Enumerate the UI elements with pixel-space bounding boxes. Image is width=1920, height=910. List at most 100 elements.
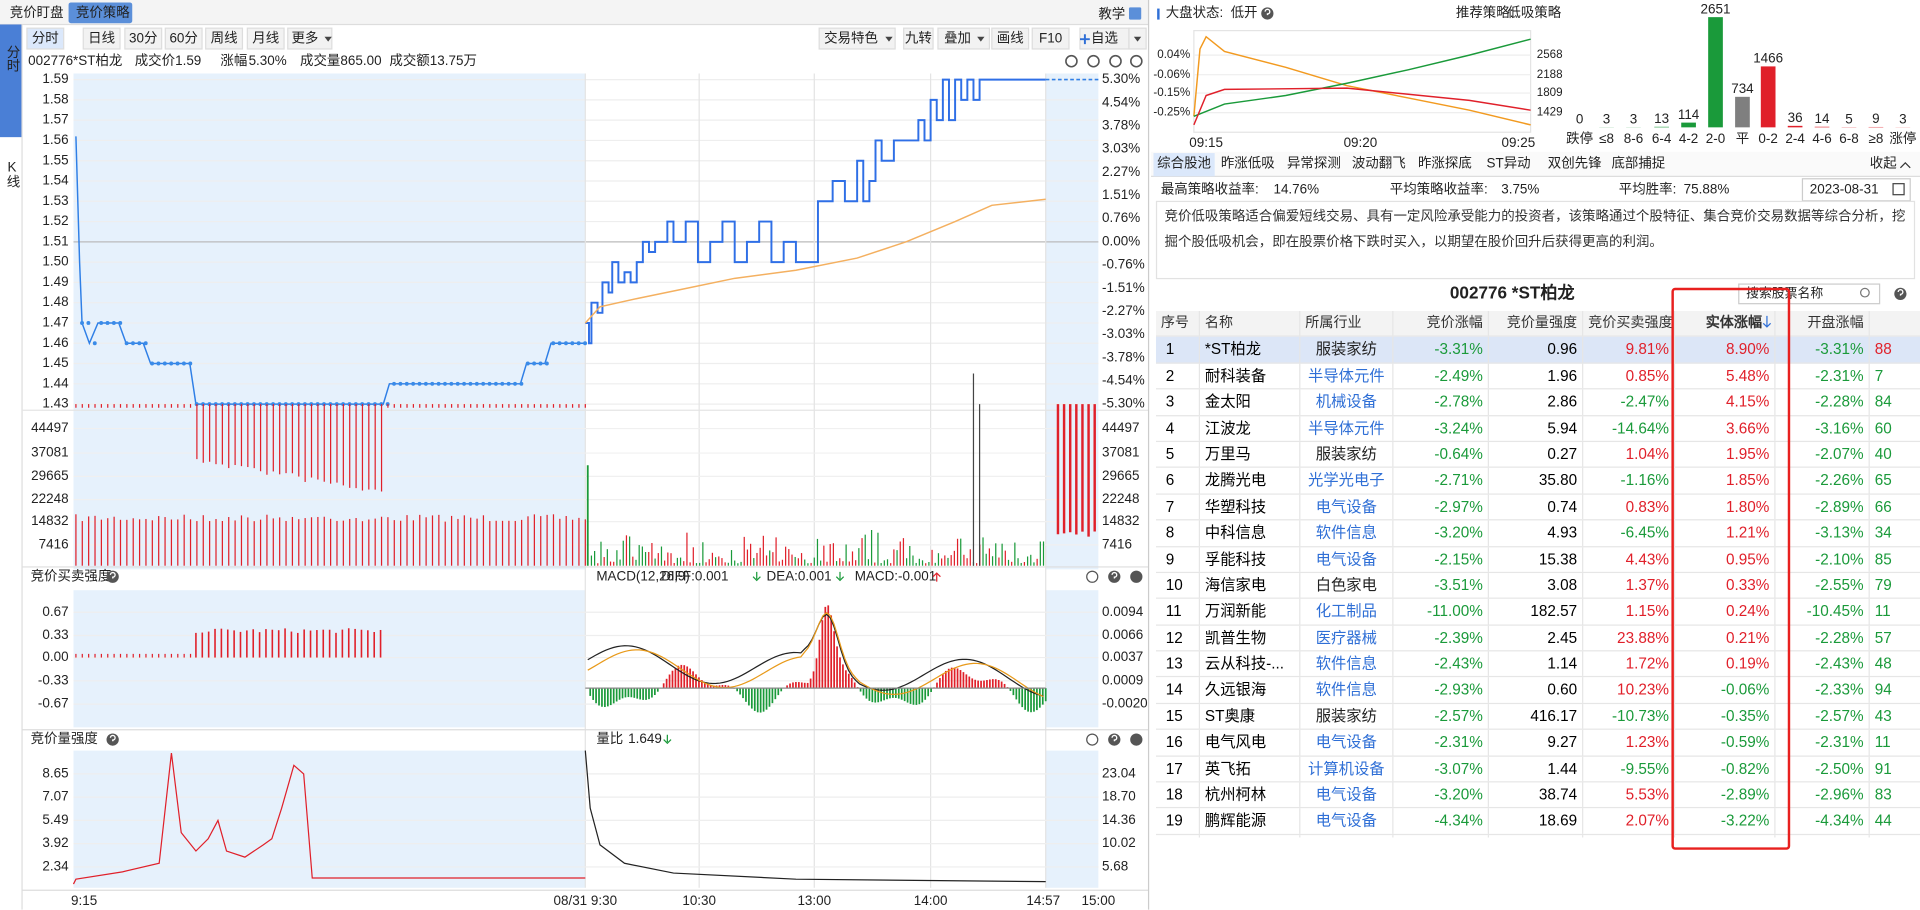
volume-tick: 44497	[1102, 420, 1139, 435]
tool-button[interactable]: 画线	[997, 31, 1024, 46]
column-header[interactable]: 开	[1870, 311, 1920, 336]
table-cell: 耐科装备	[1200, 363, 1301, 389]
toolbar-button	[82, 27, 121, 50]
strategy-tab[interactable]: 昨涨探底	[1418, 156, 1472, 171]
column-header[interactable]: 竞价涨幅	[1393, 311, 1489, 336]
column-header[interactable]: 所属行业	[1300, 311, 1394, 336]
amount: 13.75万	[430, 53, 477, 68]
table-row[interactable]: 6 龙腾光电 光学光电子 -2.71% 35.80 -1.16% 1.85% -2.26% 65	[1155, 468, 1920, 495]
period-button[interactable]: 月线	[252, 31, 279, 46]
tool-button[interactable]: 叠加	[944, 31, 971, 46]
strategy: 低吸策略	[1507, 4, 1561, 20]
table-cell: -2.47%	[1583, 389, 1676, 415]
column-header[interactable]: 开盘涨幅	[1776, 311, 1870, 336]
table-row[interactable]: 9 孚能科技 电气设备 -2.15% 15.38 4.43% 0.95% -2.10% 85	[1155, 546, 1920, 573]
strategy-tab[interactable]: 波动翻飞	[1352, 156, 1406, 171]
column-header[interactable]: 竞价量强度	[1489, 311, 1584, 336]
table-row[interactable]: 20鸿达兴业化学原料-8.30%20.259.30%-4.61%-5.24%51	[1156, 834, 1920, 838]
table-row[interactable]: 5 万里马 服装家纺 -0.64% 0.27 1.04% 1.95% -2.07% 40	[1155, 441, 1920, 469]
sidebar-tab[interactable]: K线	[4, 160, 20, 189]
price-tick: 1.58	[42, 91, 68, 106]
strategy-tab[interactable]: 综合股池	[1157, 156, 1211, 171]
table-row[interactable]: 15 ST奥康 服装家纺 -2.57% 416.17 -10.73% -0.35% -2.57…	[1155, 703, 1920, 731]
tool-button[interactable]: 交易特色	[824, 30, 878, 46]
table-cell: 65	[1870, 468, 1920, 493]
column-header[interactable]: 竞价买卖强度	[1583, 311, 1676, 336]
period-button[interactable]: 分时	[32, 31, 59, 46]
table-cell: -4.34%	[1776, 808, 1870, 834]
column-header[interactable]: 序号	[1156, 311, 1201, 336]
table-row[interactable]: 10 海信家电 白色家电 -3.51% 3.08 1.37% 0.33% -2.55% 79	[1155, 572, 1920, 600]
sidebar-tab[interactable]: 分时	[4, 45, 20, 72]
column-header[interactable]: 名称	[1200, 311, 1301, 336]
strategy-tab[interactable]: 双创先锋	[1548, 156, 1602, 171]
stat-label: 最高策略收益率:	[1161, 180, 1259, 196]
tab[interactable]: 竞价盯盘	[10, 4, 64, 20]
table-cell: 84	[1870, 390, 1920, 415]
period-button[interactable]: 日线	[88, 31, 115, 46]
table-cell: -1.16%	[1583, 468, 1676, 494]
volume-tick: 22248	[31, 491, 68, 506]
table-cell: 1.14	[1489, 651, 1584, 677]
table-row[interactable]: 7 华塑科技 电气设备 -2.97% 0.74 0.83% 1.80% -2.89% 66	[1155, 494, 1920, 521]
table-row[interactable]: 14 久远银海 软件信息 -2.93% 0.60 10.23% -0.06% -2.33% 94	[1155, 677, 1920, 704]
table-row[interactable]: 8 中科信息 软件信息 -3.20% 4.93 -6.45% 1.21% -3.13% 34	[1155, 520, 1920, 547]
tool-button[interactable]: 自选	[1091, 31, 1118, 46]
price-tick: 1.46	[42, 335, 68, 350]
table-row[interactable]: 16 电气风电 电气设备 -2.31% 9.27 1.23% -0.59% -2.31% 11	[1155, 730, 1920, 757]
table-cell: 2.86	[1489, 389, 1584, 415]
distribution-count: 0	[1576, 112, 1583, 127]
period-button[interactable]: 周线	[211, 31, 238, 46]
table-cell: 0.74	[1489, 494, 1584, 520]
table-row[interactable]: 2 耐科装备 半导体元件 -2.49% 1.96 0.85% 5.48% -2.31% 7	[1155, 363, 1920, 390]
period-button[interactable]: 更多	[291, 30, 318, 46]
table-row[interactable]: 13 云从科技-... 软件信息 -2.43% 1.14 1.72% 0.19% -2.43%…	[1155, 651, 1920, 678]
period-button[interactable]: 60分	[169, 31, 197, 46]
table-cell: 83	[1870, 782, 1920, 807]
table-row[interactable]: 18 杭州柯林 电气设备 -3.20% 38.74 5.53% -2.89% -2.96% 83	[1155, 782, 1920, 809]
price-dot	[570, 341, 575, 346]
period-button[interactable]: 30分	[129, 31, 157, 46]
index-tick: -0.25%	[1153, 106, 1190, 119]
price-dot	[519, 381, 524, 386]
table-cell: 20.25	[1489, 834, 1584, 838]
price-dot	[544, 361, 549, 366]
column-header[interactable]: 实体涨幅	[1675, 311, 1776, 336]
panel-icon	[1130, 733, 1143, 746]
tab[interactable]: 竞价策略	[76, 4, 130, 20]
table-row[interactable]: 12 凯普生物 医疗器械 -2.39% 2.45 23.88% 0.21% -2.28% 57	[1155, 625, 1920, 652]
collapse-button[interactable]: 收起	[1870, 156, 1897, 171]
tool-button[interactable]: F10	[1039, 31, 1062, 46]
strategy-tab[interactable]: 异常探测	[1287, 156, 1341, 171]
table-cell: 38.74	[1489, 782, 1584, 808]
table-cell: 1	[1156, 337, 1201, 363]
table-cell: 半导体元件	[1300, 363, 1394, 389]
table-cell: -0.64%	[1393, 441, 1489, 467]
strategy-tab[interactable]: ST异动	[1487, 156, 1531, 171]
table-cell: -9.55%	[1583, 756, 1676, 782]
pct-tick: -0.76%	[1102, 257, 1145, 272]
table-row[interactable]: 19 鹏辉能源 电气设备 -4.34% 18.69 2.07% -3.22% -4.34% 44	[1155, 808, 1920, 835]
table-cell: 凯普生物	[1200, 625, 1301, 651]
strategy-tab[interactable]: 底部捕捉	[1611, 156, 1665, 171]
table-row[interactable]: 3 金太阳 机械设备 -2.78% 2.86 -2.47% 4.15% -2.28% 84	[1155, 389, 1920, 416]
tool-button[interactable]: 九转	[905, 31, 932, 46]
help-link[interactable]: 教学	[1098, 6, 1125, 21]
table-row[interactable]: 4 江波龙 半导体元件 -3.24% 5.94 -14.64% 3.66% -3.16% 60	[1155, 415, 1920, 442]
panel-title: 竞价量强度	[31, 730, 98, 746]
table-cell: 光学光电子	[1300, 468, 1394, 494]
table-cell: 23.88%	[1583, 625, 1676, 651]
toolbar-button	[991, 27, 1030, 50]
pct-tick: 3.03%	[1102, 141, 1140, 156]
price-dot	[576, 341, 581, 346]
table-cell: 416.17	[1489, 703, 1584, 729]
table-row[interactable]: 17 英飞拓 计算机设备 -3.07% 1.44 -9.55% -0.82% -2.50% 91	[1155, 756, 1920, 783]
price-dot	[538, 361, 543, 366]
ratio-tick: 5.68	[1102, 859, 1128, 874]
price-tick: 1.57	[42, 112, 68, 127]
table-row[interactable]: 1 *ST柏龙 服装家纺 -3.31% 0.96 9.81% 8.90% -3.31% 88	[1155, 337, 1920, 364]
time-tick: 09:20	[1344, 135, 1378, 150]
table-row[interactable]: 11 万润新能 化工制品 -11.00% 182.57 1.15% 0.24% -10.45%…	[1155, 599, 1920, 626]
strategy-tab[interactable]: 昨涨低吸	[1221, 156, 1275, 171]
distribution-count: 734	[1731, 81, 1754, 96]
